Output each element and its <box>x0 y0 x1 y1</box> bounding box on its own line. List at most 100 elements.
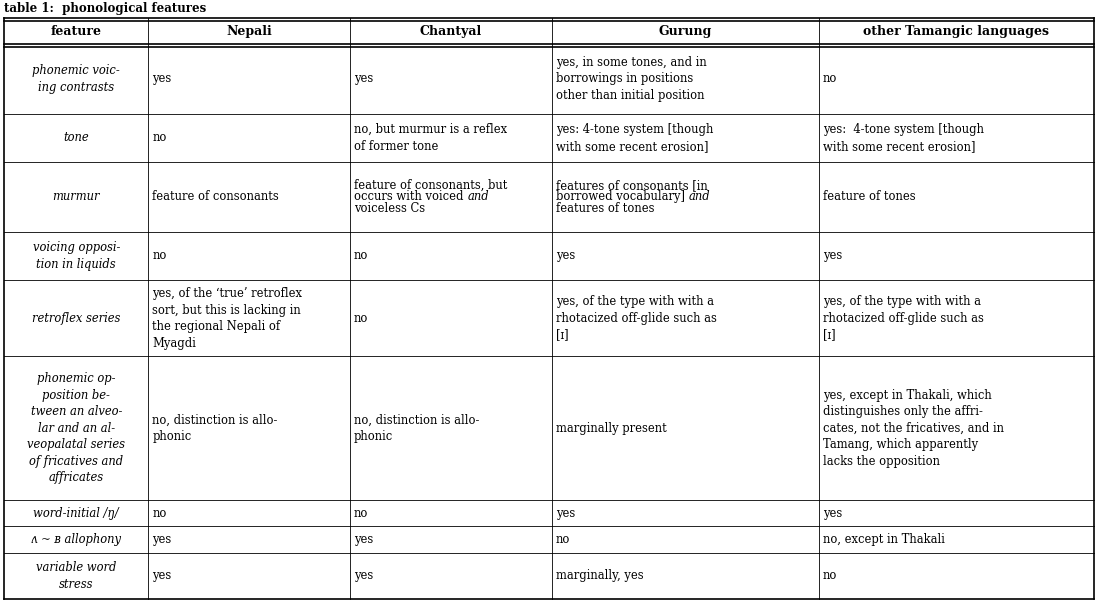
Text: voiceless Cs: voiceless Cs <box>354 202 425 215</box>
Text: no: no <box>354 312 369 325</box>
Text: ʌ ~ ʙ allophony: ʌ ~ ʙ allophony <box>31 533 121 546</box>
Bar <box>350 44 551 114</box>
Bar <box>819 44 1094 114</box>
Bar <box>148 356 350 500</box>
Text: yes: yes <box>354 72 373 86</box>
Text: yes: yes <box>556 507 575 520</box>
Bar <box>819 552 1094 599</box>
Text: no: no <box>556 533 570 546</box>
Bar <box>148 280 350 356</box>
Text: features of consonants [in: features of consonants [in <box>556 179 707 192</box>
Text: yes: 4-tone system [though
with some recent erosion]: yes: 4-tone system [though with some rec… <box>556 123 713 153</box>
Bar <box>819 280 1094 356</box>
Text: yes: yes <box>822 507 842 520</box>
Bar <box>4 280 148 356</box>
Bar <box>4 526 148 552</box>
Text: tone: tone <box>64 131 89 144</box>
Text: yes: yes <box>354 533 373 546</box>
Bar <box>4 232 148 280</box>
Text: yes: yes <box>153 72 171 86</box>
Bar <box>148 500 350 526</box>
Text: voicing opposi-
tion in liquids: voicing opposi- tion in liquids <box>33 241 120 271</box>
Bar <box>148 114 350 162</box>
Bar <box>819 232 1094 280</box>
Bar <box>551 356 819 500</box>
Text: no, distinction is allo-
phonic: no, distinction is allo- phonic <box>153 414 278 443</box>
Bar <box>350 162 551 232</box>
Text: yes: yes <box>354 569 373 582</box>
Text: and: and <box>468 191 489 203</box>
Text: no, distinction is allo-
phonic: no, distinction is allo- phonic <box>354 414 480 443</box>
Text: phonemic voic-
ing contrasts: phonemic voic- ing contrasts <box>32 64 120 93</box>
Bar <box>350 232 551 280</box>
Bar <box>148 552 350 599</box>
Bar <box>4 500 148 526</box>
Text: yes: yes <box>556 250 575 262</box>
Bar <box>350 280 551 356</box>
Text: marginally present: marginally present <box>556 422 666 435</box>
Bar <box>551 552 819 599</box>
Bar <box>350 114 551 162</box>
Text: yes: yes <box>153 533 171 546</box>
Bar <box>551 162 819 232</box>
Bar <box>148 18 350 44</box>
Text: yes, of the ‘true’ retroflex
sort, but this is lacking in
the regional Nepali of: yes, of the ‘true’ retroflex sort, but t… <box>153 287 302 350</box>
Text: and: and <box>688 191 710 203</box>
Text: feature: feature <box>51 25 102 37</box>
Text: features of tones: features of tones <box>556 202 654 215</box>
Text: yes: yes <box>822 250 842 262</box>
Text: retroflex series: retroflex series <box>32 312 121 325</box>
Text: Nepali: Nepali <box>226 25 272 37</box>
Text: yes, of the type with with a
rhotacized off-glide such as
[ɪ]: yes, of the type with with a rhotacized … <box>822 295 984 341</box>
Bar <box>4 162 148 232</box>
Text: occurs with voiced: occurs with voiced <box>354 191 468 203</box>
Bar <box>551 114 819 162</box>
Bar <box>4 114 148 162</box>
Text: murmur: murmur <box>53 191 100 203</box>
Text: no, except in Thakali: no, except in Thakali <box>822 533 944 546</box>
Bar <box>551 232 819 280</box>
Bar <box>4 356 148 500</box>
Bar <box>551 280 819 356</box>
Bar <box>819 526 1094 552</box>
Text: feature of tones: feature of tones <box>822 191 916 203</box>
Text: no, but murmur is a reflex
of former tone: no, but murmur is a reflex of former ton… <box>354 123 507 153</box>
Text: yes, of the type with with a
rhotacized off-glide such as
[ɪ]: yes, of the type with with a rhotacized … <box>556 295 717 341</box>
Bar <box>551 44 819 114</box>
Bar <box>148 526 350 552</box>
Text: phonemic op-
position be-
tween an alveo-
lar and an al-
veopalatal series
of fr: phonemic op- position be- tween an alveo… <box>27 373 125 484</box>
Text: feature of consonants: feature of consonants <box>153 191 279 203</box>
Bar <box>4 18 148 44</box>
Bar <box>819 162 1094 232</box>
Text: Chantyal: Chantyal <box>419 25 482 37</box>
Bar <box>551 500 819 526</box>
Text: no: no <box>153 131 167 144</box>
Bar <box>551 526 819 552</box>
Text: table 1:  phonological features: table 1: phonological features <box>4 2 206 15</box>
Text: no: no <box>354 250 369 262</box>
Text: no: no <box>153 250 167 262</box>
Bar <box>4 552 148 599</box>
Bar <box>819 356 1094 500</box>
Text: word-initial /ŋ/: word-initial /ŋ/ <box>33 507 119 520</box>
Text: other Tamangic languages: other Tamangic languages <box>863 25 1050 37</box>
Bar <box>819 114 1094 162</box>
Text: no: no <box>153 507 167 520</box>
Bar <box>350 18 551 44</box>
Bar <box>148 232 350 280</box>
Bar <box>350 526 551 552</box>
Text: no: no <box>822 569 837 582</box>
Bar <box>4 44 148 114</box>
Bar <box>350 356 551 500</box>
Text: yes: yes <box>153 569 171 582</box>
Bar <box>350 500 551 526</box>
Text: Gurung: Gurung <box>659 25 712 37</box>
Text: yes, in some tones, and in
borrowings in positions
other than initial position: yes, in some tones, and in borrowings in… <box>556 56 706 102</box>
Text: no: no <box>354 507 369 520</box>
Text: variable word
stress: variable word stress <box>36 561 116 590</box>
Text: marginally, yes: marginally, yes <box>556 569 643 582</box>
Text: yes:  4-tone system [though
with some recent erosion]: yes: 4-tone system [though with some rec… <box>822 123 984 153</box>
Bar <box>551 18 819 44</box>
Text: feature of consonants, but: feature of consonants, but <box>354 179 507 192</box>
Text: no: no <box>822 72 837 86</box>
